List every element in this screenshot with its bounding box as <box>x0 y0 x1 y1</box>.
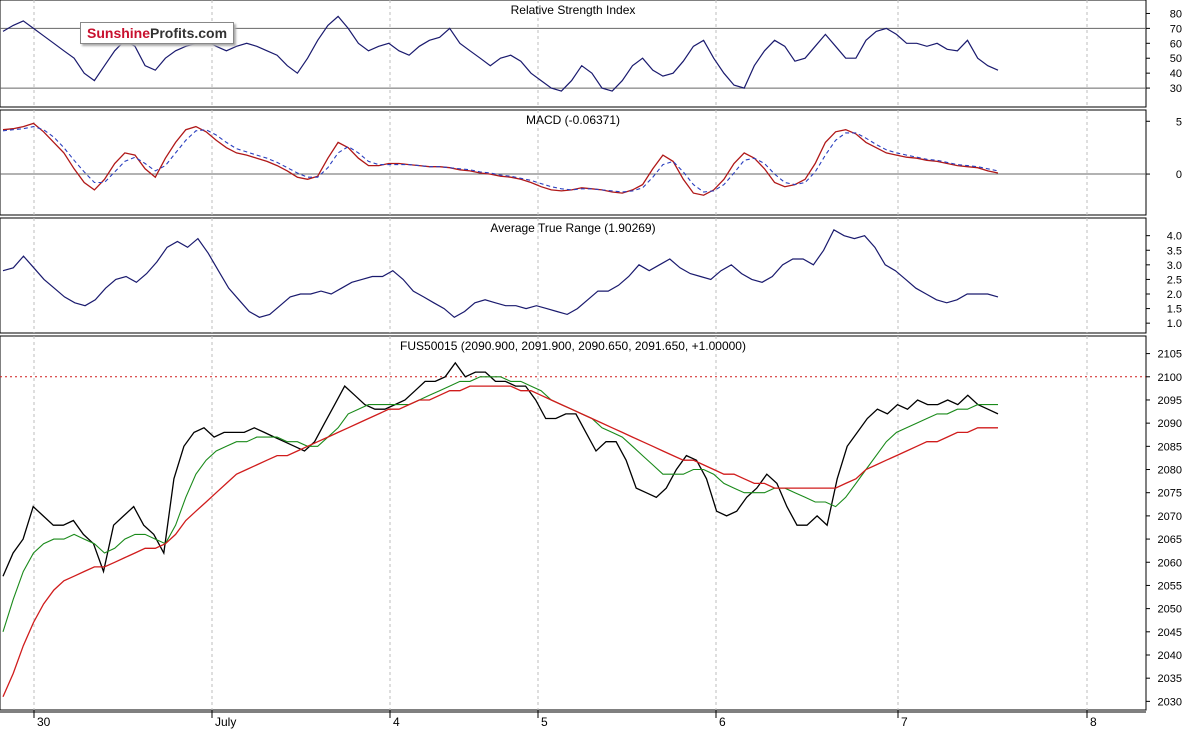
x-tick-label: 30 <box>37 715 51 729</box>
y-tick-label: 2055 <box>1158 580 1182 592</box>
rsi-line <box>2 15 999 92</box>
y-tick-label: 2080 <box>1158 465 1182 477</box>
y-tick-label: 30 <box>1170 83 1182 95</box>
panel-title: MACD (-0.06371) <box>526 113 620 127</box>
y-tick-label: 5 <box>1176 116 1182 128</box>
ma-long-line <box>2 385 998 697</box>
macd-signal-line <box>2 126 999 193</box>
y-tick-label: 2095 <box>1158 395 1182 407</box>
panel-title: Average True Range (1.90269) <box>490 221 655 235</box>
y-tick-label: 2100 <box>1158 372 1182 384</box>
y-tick-label: 0 <box>1176 169 1182 181</box>
y-tick-label: 2065 <box>1158 534 1182 546</box>
x-tick-label: 8 <box>1090 715 1097 729</box>
x-tick-label: 4 <box>393 715 400 729</box>
y-tick-label: 2075 <box>1158 488 1182 500</box>
y-tick-label: 2035 <box>1158 673 1182 685</box>
y-tick-label: 70 <box>1170 23 1182 35</box>
x-axis: 30 July 4 5 6 7 8 <box>0 710 1146 729</box>
y-tick-label: 80 <box>1170 8 1182 20</box>
y-tick-label: 2070 <box>1158 511 1182 523</box>
y-tick-label: 3.5 <box>1167 245 1182 257</box>
y-tick-label: 2.0 <box>1167 289 1182 301</box>
y-tick-label: 2060 <box>1158 557 1182 569</box>
panel-frame <box>0 0 1147 108</box>
y-tick-label: 60 <box>1170 38 1182 50</box>
y-tick-label: 2085 <box>1158 441 1182 453</box>
y-tick-label: 4.0 <box>1167 231 1182 243</box>
panel-2: Average True Range (1.90269) 4.0 3.5 3.0 2.5… <box>0 217 1182 334</box>
panel-title: Relative Strength Index <box>511 3 636 17</box>
y-tick-label: 2045 <box>1158 627 1182 639</box>
x-tick-label: 7 <box>901 715 908 729</box>
y-tick-label: 2040 <box>1158 650 1182 662</box>
brand-part-1: Sunshine <box>87 25 151 41</box>
panel-title: FUS50015 (2090.900, 2091.900, 2090.650, … <box>400 339 746 353</box>
x-tick-label: 6 <box>719 715 726 729</box>
panel-frame <box>0 217 1147 334</box>
y-tick-label: 1.5 <box>1167 304 1182 316</box>
y-tick-label: 50 <box>1170 53 1182 65</box>
x-tick-label: July <box>215 715 236 729</box>
panel-1: MACD (-0.06371) 5 0 <box>0 109 1182 216</box>
y-tick-label: 2050 <box>1158 604 1182 616</box>
y-tick-label: 2.5 <box>1167 274 1182 286</box>
y-tick-label: 40 <box>1170 68 1182 80</box>
macd-line <box>2 122 999 196</box>
brand-part-2: Profits.com <box>150 25 228 41</box>
price-line <box>2 361 999 577</box>
ma-short-line <box>2 376 998 632</box>
brand-logo: SunshineProfits.com <box>80 22 235 44</box>
x-tick-label: 5 <box>541 715 548 729</box>
y-tick-label: 2030 <box>1158 696 1182 708</box>
panel-frame <box>0 335 1147 711</box>
atr-line <box>2 228 999 319</box>
panel-0: Relative Strength Index 80 70 60 50 40 30 <box>0 0 1182 108</box>
y-tick-label: 1.0 <box>1167 318 1182 330</box>
panel-3: FUS50015 (2090.900, 2091.900, 2090.650, … <box>0 335 1182 711</box>
y-tick-label: 2090 <box>1158 418 1182 430</box>
y-tick-label: 2105 <box>1158 349 1182 361</box>
y-tick-label: 3.0 <box>1167 260 1182 272</box>
